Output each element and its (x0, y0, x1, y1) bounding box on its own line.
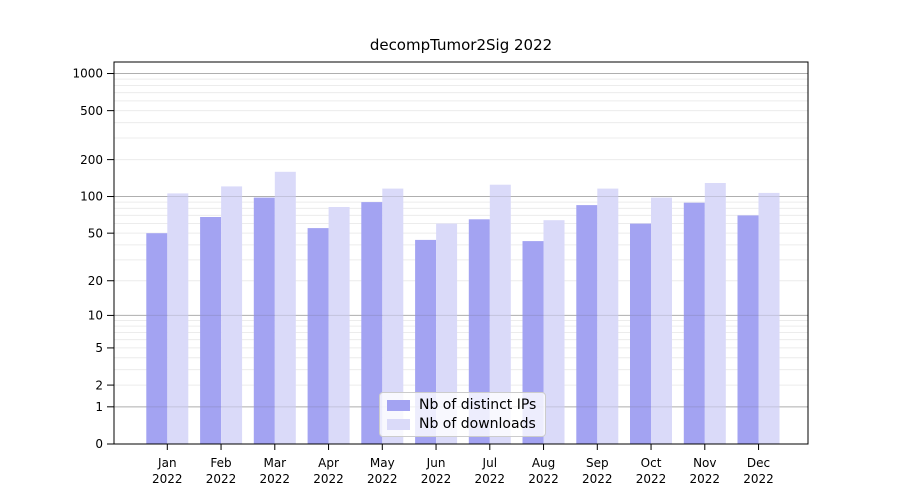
chart-title: decompTumor2Sig 2022 (369, 36, 553, 54)
bar-nb-of-distinct-ips-oct (630, 223, 651, 444)
x-tick-label-month: Jul (482, 456, 497, 470)
legend-swatch-distinct-ips (387, 399, 410, 411)
bar-nb-of-downloads-mar (274, 171, 296, 445)
bar-nb-of-downloads-jul (489, 184, 511, 444)
bar-nb-of-distinct-ips-mar (253, 197, 275, 444)
x-tick-label-month: May (370, 456, 395, 470)
y-tick-label: 500 (80, 104, 103, 118)
y-tick-label: 1 (95, 400, 103, 414)
bar-nb-of-distinct-ips-jul (468, 219, 490, 444)
bar-nb-of-downloads-feb (221, 186, 243, 444)
bar-nb-of-downloads-may (382, 188, 404, 444)
x-tick-label-month: Aug (532, 456, 555, 470)
x-tick-label-year: 2022 (528, 472, 559, 486)
y-tick-label: 20 (88, 274, 103, 288)
legend-entry-downloads: Nb of downloads (387, 416, 536, 432)
legend: Nb of distinct IPs Nb of downloads (379, 392, 547, 437)
x-tick-label-month: Oct (641, 456, 662, 470)
legend-label: Nb of distinct IPs (419, 397, 537, 413)
legend-label: Nb of downloads (419, 416, 536, 432)
x-tick-label-year: 2022 (636, 472, 667, 486)
y-tick-label: 5 (95, 341, 103, 355)
y-tick-label: 0 (95, 437, 103, 451)
x-tick-label-month: Mar (263, 456, 286, 470)
x-tick-label-year: 2022 (206, 472, 237, 486)
bar-nb-of-distinct-ips-sep (576, 205, 598, 444)
y-tick-label: 10 (88, 309, 103, 323)
axes-frame (113, 61, 809, 445)
x-tick-label-month: Dec (747, 456, 770, 470)
bar-nb-of-downloads-apr (328, 207, 350, 444)
x-tick-label-month: Nov (693, 456, 716, 470)
bar-nb-of-downloads-jun (436, 223, 458, 444)
bar-nb-of-downloads-oct (651, 197, 672, 444)
y-tick-label: 200 (80, 153, 103, 167)
x-tick-label-year: 2022 (313, 472, 344, 486)
bar-nb-of-distinct-ips-apr (307, 228, 329, 444)
bar-nb-of-distinct-ips-feb (200, 217, 222, 444)
x-tick-label-month: Apr (318, 456, 339, 470)
x-tick-label-year: 2022 (260, 472, 291, 486)
bar-nb-of-downloads-aug (543, 220, 565, 444)
x-tick-label-month: Jun (426, 456, 446, 470)
bar-nb-of-distinct-ips-jan (146, 233, 168, 444)
y-tick-label: 1000 (72, 67, 103, 81)
bar-nb-of-downloads-jan (167, 193, 189, 444)
x-tick-label-year: 2022 (690, 472, 721, 486)
legend-entry-distinct-ips: Nb of distinct IPs (387, 397, 536, 413)
bar-nb-of-downloads-sep (597, 188, 619, 444)
x-tick-label-month: Jan (157, 456, 177, 470)
x-tick-label-year: 2022 (743, 472, 774, 486)
bar-nb-of-downloads-dec (758, 192, 780, 444)
x-tick-label-year: 2022 (367, 472, 398, 486)
bar-nb-of-downloads-nov (704, 183, 726, 444)
bar-nb-of-distinct-ips-nov (683, 202, 705, 444)
x-tick-label-year: 2022 (152, 472, 183, 486)
y-tick-label: 100 (80, 190, 103, 204)
x-tick-label-year: 2022 (582, 472, 613, 486)
x-tick-label-month: Sep (586, 456, 609, 470)
bar-nb-of-distinct-ips-dec (737, 215, 759, 444)
x-tick-label-year: 2022 (475, 472, 506, 486)
legend-swatch-downloads (387, 418, 410, 430)
y-tick-label: 50 (88, 226, 103, 240)
y-tick-label: 2 (95, 378, 103, 392)
x-tick-label-year: 2022 (421, 472, 452, 486)
x-tick-label-month: Feb (210, 456, 231, 470)
bar-nb-of-distinct-ips-may (361, 202, 383, 444)
